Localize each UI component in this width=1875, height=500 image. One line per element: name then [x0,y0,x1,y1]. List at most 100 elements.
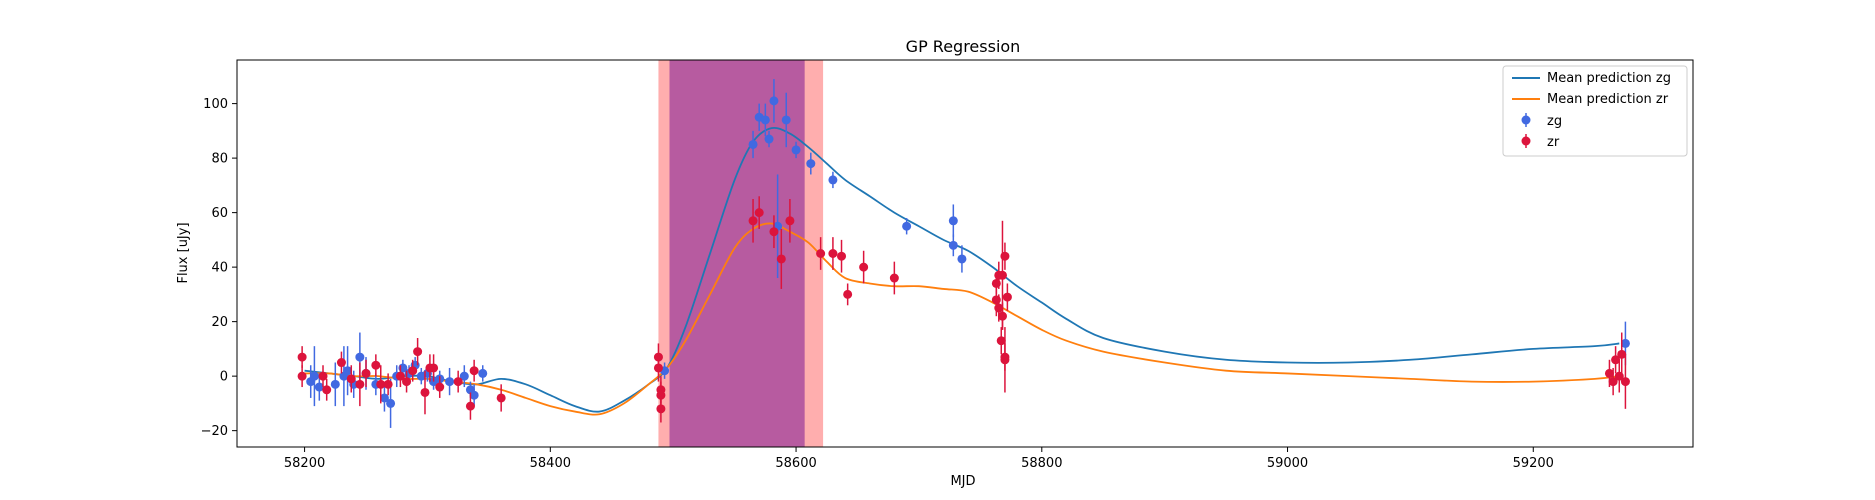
data-point-zg [769,79,779,123]
shaded-region-1 [669,60,805,447]
legend-label-mean-zg: Mean prediction zg [1547,71,1671,86]
data-point-zr [361,359,371,388]
point-marker [330,379,340,389]
x-tick-label: 58200 [284,456,325,471]
data-point-zr [837,239,847,273]
data-point-zr [297,365,307,388]
data-point-zr [435,376,445,398]
x-tick-label: 58800 [1021,456,1062,471]
point-marker [653,352,663,362]
data-point-zr [322,378,332,401]
point-marker [1000,251,1010,261]
data-point-zr [318,365,328,388]
point-marker [469,390,479,400]
point-marker [383,379,393,389]
point-marker [336,358,346,368]
data-point-zr [1002,283,1012,311]
data-point-zr [469,359,479,382]
point-marker [785,216,795,226]
point-marker [902,221,912,231]
plot-frame [236,59,1694,448]
data-point-zr [816,237,826,270]
data-point-zr [420,370,430,415]
point-marker [889,273,899,283]
y-tick-label: 60 [211,206,228,221]
legend-label-zg: zg [1547,114,1562,129]
data-point-zr [1617,332,1627,377]
legend-label-mean-zr: Mean prediction zr [1547,92,1669,107]
data-point-zr [843,283,853,306]
data-point-zr [413,337,423,366]
data-point-zr [997,220,1007,330]
legend-marker-zg [1521,115,1531,125]
point-marker [996,336,1006,346]
point-marker [496,393,506,403]
point-marker [769,227,779,237]
y-tick-label: 80 [211,152,228,167]
y-tick-label: 0 [220,370,228,385]
data-point-zr [754,196,764,229]
point-marker [1611,355,1621,365]
point-marker [314,382,324,392]
data-point-zr [453,370,463,393]
data-point-zr [653,343,663,371]
data-point-zr [371,354,381,377]
point-marker [1620,338,1630,348]
data-point-zr [656,395,666,423]
point-marker [379,393,389,403]
data-point-zr [785,198,795,243]
data-point-zg [764,130,774,148]
point-marker [429,363,439,373]
data-point-zr [748,198,758,243]
data-point-zr [996,327,1006,355]
point-marker [948,240,958,250]
point-marker [355,379,365,389]
point-marker [1620,377,1630,387]
point-marker [297,371,307,381]
point-marker [465,401,475,411]
data-point-zr [336,351,346,374]
data-point-zr [769,215,779,249]
x-tick-label: 58400 [530,456,571,471]
point-marker [994,303,1004,313]
data-point-zg [478,365,488,382]
chart-title: GP Regression [906,37,1021,56]
point-marker [469,366,479,376]
point-marker [764,134,774,144]
point-marker [776,254,786,264]
point-marker [346,374,356,384]
data-point-zg [806,152,816,175]
x-tick-label: 58600 [775,456,816,471]
y-tick-label: 20 [211,315,228,330]
point-marker [435,382,445,392]
point-marker [828,175,838,185]
data-point-zg [948,204,958,238]
data-point-zg [781,92,791,148]
point-marker [791,145,801,155]
data-point-zg [469,384,479,407]
data-point-zr [1611,346,1621,374]
point-marker [769,96,779,106]
data-point-zr [355,362,365,407]
data-point-zr [346,365,356,393]
point-marker [957,254,967,264]
data-point-zg [330,362,340,407]
data-point-zr [402,370,412,393]
point-marker [760,115,770,125]
point-marker [395,371,405,381]
data-point-zr [383,373,393,396]
data-point-zg [828,171,838,189]
point-marker [754,208,764,218]
point-marker [371,360,381,370]
point-marker [837,251,847,261]
data-point-zr [1000,242,1010,270]
data-point-zg [343,346,353,396]
point-marker [948,216,958,226]
point-marker [843,289,853,299]
data-point-zr [465,392,475,420]
data-point-zr [889,261,899,295]
point-marker [478,368,488,378]
point-marker [1000,355,1010,365]
data-point-zr [408,359,418,382]
data-point-zr [429,354,439,382]
